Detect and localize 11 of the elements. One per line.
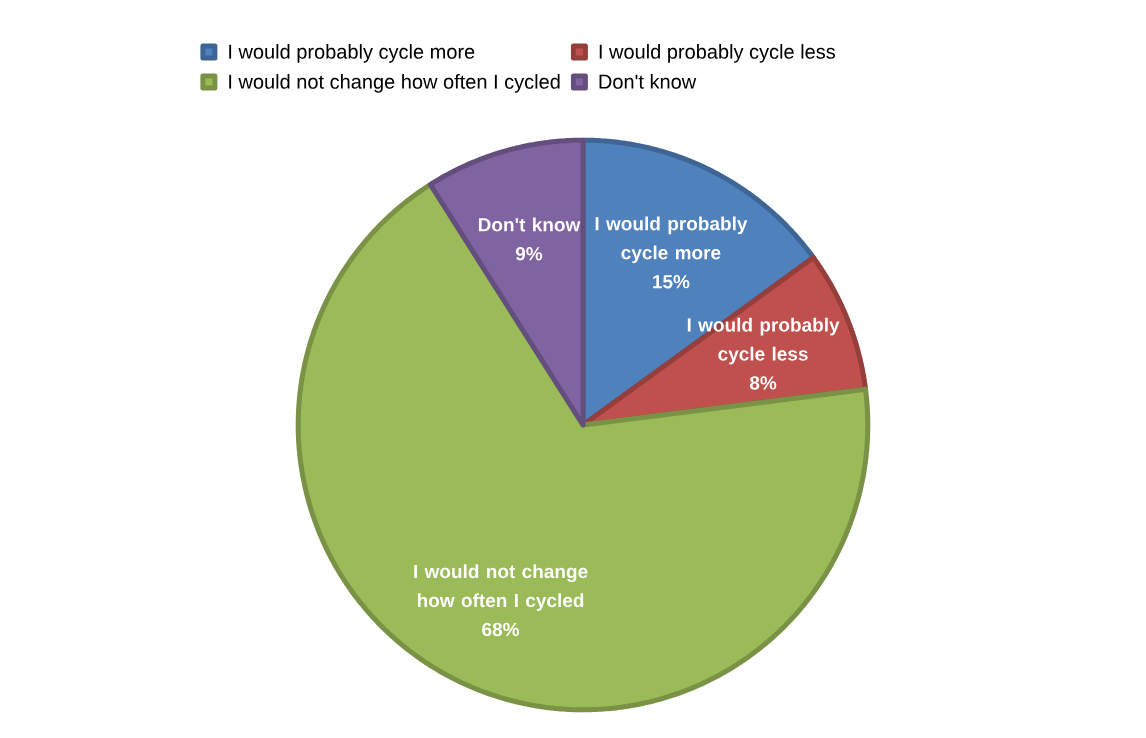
slice-label: I would not change how often I cycled (414, 564, 588, 611)
legend-label: I would not change how often I cycled (229, 74, 560, 93)
data-label: 68% (482, 622, 520, 637)
data-label: 8% (749, 376, 777, 390)
slice-label: I would probably cycle more (595, 216, 748, 264)
legend-label: Don't know (599, 74, 697, 89)
slice-label: Don't know (478, 217, 581, 232)
data-label: 15% (653, 275, 690, 289)
legend-label: I would probably cycle more (229, 44, 475, 63)
data-label: 9% (515, 247, 543, 261)
legend-label: I would probably cycle less (599, 44, 836, 63)
